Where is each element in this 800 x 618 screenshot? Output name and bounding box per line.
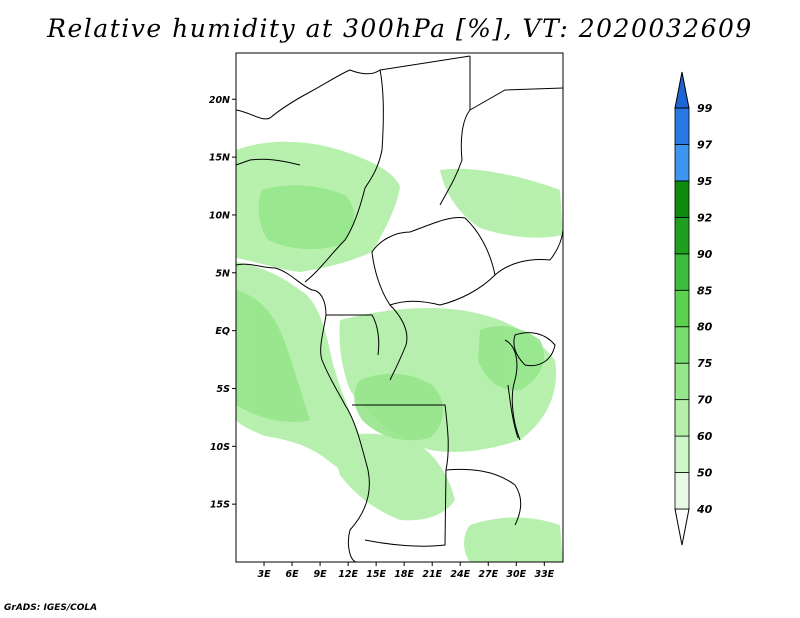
colorbar-label: 95 (697, 175, 713, 188)
border-sahel (235, 55, 471, 120)
colorbar-box (674, 472, 690, 510)
lat-label: 15N (209, 153, 230, 164)
colorbar-label: 85 (697, 284, 713, 297)
lat-label: 10N (209, 210, 230, 221)
border-east-edge (469, 87, 564, 111)
border-chad-east (439, 56, 471, 206)
humidity-area-angola (330, 433, 455, 521)
colorbar-label: 92 (697, 211, 713, 224)
border-nigeria-cameroon (304, 187, 366, 283)
colorbar-label: 80 (697, 321, 713, 334)
latitude-labels: 20N 15N 10N 5N EQ 5S 10S 15S (209, 95, 236, 511)
colorbar-label: 99 (697, 102, 713, 115)
colorbar-label: 75 (697, 357, 713, 370)
border-tanganyika (507, 384, 519, 439)
colorbar-label: 40 (696, 503, 713, 516)
border-lake-victoria (513, 332, 556, 367)
lon-label: 9E (314, 569, 328, 580)
border-south-sudan (494, 229, 564, 276)
lon-label: 27E (478, 569, 498, 580)
border-niger-chad (235, 158, 301, 166)
border-west-coast (235, 263, 370, 563)
colorbar-box (674, 180, 690, 218)
colorbar-label: 90 (697, 248, 713, 261)
border-car (371, 216, 496, 306)
border-gabon (326, 314, 380, 356)
lon-label: 18E (394, 569, 414, 580)
border-chad-west (364, 69, 384, 189)
colorbar-label: 97 (697, 138, 713, 151)
humidity-fill-layer-darker (236, 185, 544, 441)
colorbar-box (674, 362, 690, 401)
lon-label: 21E (422, 569, 442, 580)
lon-label: 12E (338, 569, 358, 580)
humidity-core-basin (354, 373, 444, 441)
colorbar-box (674, 326, 690, 364)
lon-label: 3E (257, 569, 271, 580)
lat-label: 5S (217, 384, 231, 395)
colorbar-label: 70 (697, 394, 713, 407)
lon-label: 6E (286, 569, 300, 580)
humidity-core-gulf (236, 290, 310, 422)
lat-label: 5N (215, 268, 230, 279)
humidity-core-nigeria (258, 185, 355, 250)
lat-label: 20N (209, 95, 230, 106)
lon-label: 24E (450, 569, 470, 580)
border-drc-north (389, 304, 408, 381)
colorbar-box (674, 144, 690, 182)
colorbar-label: 50 (697, 467, 713, 480)
border-drc-east (504, 339, 521, 441)
lon-label: 33E (534, 569, 554, 580)
colorbar-box (674, 435, 690, 473)
humidity-area-southeast (464, 517, 563, 562)
colorbar-box (674, 289, 690, 328)
longitude-labels: 3E 6E 9E 12E 15E 18E 21E 24E 27E 30E 33E (257, 562, 555, 580)
grads-credit: GrADS: IGES/COLA (4, 603, 98, 613)
map-frame (235, 52, 564, 563)
lon-label: 15E (366, 569, 386, 580)
country-borders (235, 55, 564, 563)
lat-label: 10S (210, 442, 230, 453)
colorbar-box (674, 253, 690, 291)
colorbar-box (674, 107, 690, 145)
border-zambia (445, 468, 522, 526)
lon-label: 30E (506, 569, 526, 580)
colorbar-lower-triangle (674, 508, 690, 546)
humidity-core-rift (478, 325, 544, 391)
lat-label: EQ (215, 326, 230, 337)
chart-title: Relative humidity at 300hPa [%], VT: 202… (47, 14, 753, 43)
colorbar-box (674, 216, 690, 255)
lat-label: 15S (210, 500, 230, 511)
humidity-area-east (440, 168, 563, 238)
colorbar-label: 60 (697, 430, 713, 443)
colorbar-upper-triangle (674, 71, 690, 109)
colorbar: 40 50 60 70 75 80 85 90 92 95 97 99 (674, 71, 713, 546)
colorbar-box (674, 399, 690, 437)
